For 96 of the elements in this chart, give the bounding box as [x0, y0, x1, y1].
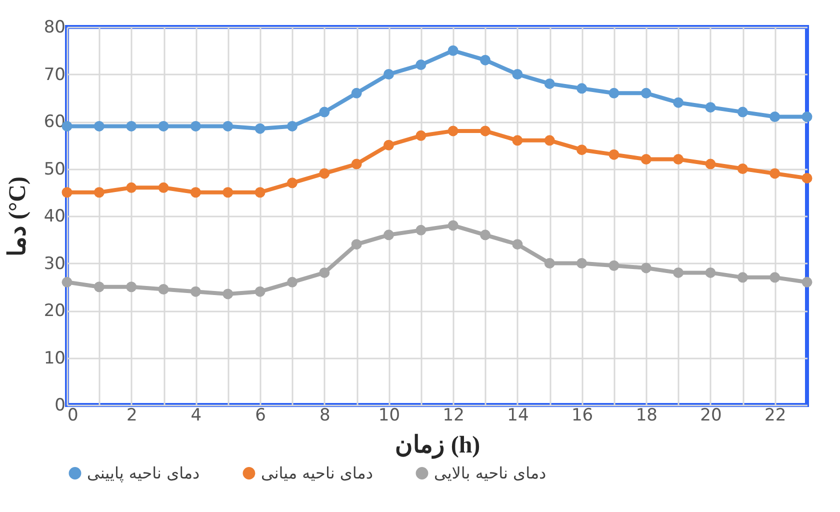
- x-tick-label: 20: [700, 406, 722, 426]
- x-axis-title: زمان (h): [394, 432, 480, 460]
- point: [158, 120, 169, 132]
- y-tick-label: 40: [44, 206, 66, 226]
- point: [770, 168, 780, 179]
- point: [254, 187, 266, 198]
- point: [512, 239, 523, 250]
- x-tick-label: 4: [190, 406, 202, 426]
- point: [190, 187, 201, 198]
- point: [94, 187, 104, 198]
- point: [544, 78, 555, 89]
- point: [705, 102, 716, 113]
- point: [190, 120, 201, 132]
- x-tick-label: 6: [255, 406, 266, 426]
- point: [640, 154, 652, 165]
- point: [673, 267, 684, 278]
- y-tick-label: 30: [44, 254, 66, 274]
- point: [576, 144, 588, 156]
- y-tick-label: 50: [44, 159, 66, 180]
- point: [448, 45, 458, 56]
- point: [351, 158, 362, 170]
- point: [319, 106, 330, 118]
- point: [286, 120, 298, 132]
- point: [126, 182, 137, 193]
- point: [705, 267, 716, 278]
- y-tick-label: 70: [44, 64, 66, 85]
- point: [640, 262, 652, 274]
- point: [94, 282, 104, 292]
- point: [351, 88, 362, 98]
- point: [286, 178, 298, 188]
- point: [448, 126, 458, 136]
- point: [480, 126, 491, 136]
- point: [512, 69, 523, 80]
- point: [673, 97, 684, 108]
- x-tick-label: 2: [126, 406, 138, 426]
- point: [673, 154, 684, 165]
- point: [802, 172, 812, 184]
- point: [383, 230, 394, 240]
- y-axis-title: دما (°C): [4, 176, 31, 256]
- x-tick-label: 14: [507, 406, 529, 426]
- point: [286, 276, 298, 288]
- point: [158, 182, 169, 193]
- point: [222, 288, 234, 300]
- point: [802, 276, 812, 288]
- point: [416, 60, 426, 70]
- x-tick-label: 22: [764, 406, 786, 426]
- point: [512, 135, 523, 146]
- point: [544, 258, 555, 268]
- point: [544, 135, 555, 146]
- point: [94, 120, 104, 132]
- x-tick-label: 16: [571, 406, 594, 426]
- point: [802, 112, 812, 122]
- point: [770, 272, 780, 283]
- point: [448, 220, 458, 231]
- y-tick-label: 80: [44, 18, 66, 38]
- point: [254, 123, 266, 134]
- point: [319, 267, 330, 278]
- point: [158, 284, 169, 294]
- y-tick-label: 10: [44, 348, 66, 368]
- point: [319, 168, 330, 179]
- x-tick-label: 8: [319, 406, 330, 426]
- point: [383, 140, 394, 150]
- point: [383, 69, 394, 80]
- point: [351, 239, 362, 250]
- legend-label: دمای ناحیه بالایی: [434, 463, 546, 482]
- point: [576, 83, 588, 94]
- point: [737, 106, 748, 118]
- point: [737, 272, 748, 283]
- point: [416, 224, 426, 236]
- point: [608, 260, 620, 271]
- point: [416, 130, 426, 141]
- point: [222, 187, 234, 198]
- point: [126, 282, 137, 292]
- x-tick-label: 0: [68, 406, 78, 426]
- point: [190, 286, 201, 297]
- x-tick-label: 12: [442, 406, 464, 426]
- y-tick-label: 20: [44, 301, 66, 321]
- x-tick-label: 18: [636, 406, 658, 426]
- point: [608, 149, 620, 160]
- point: [705, 158, 716, 170]
- point: [737, 164, 748, 174]
- y-tick-label: 60: [44, 112, 66, 132]
- point: [62, 276, 72, 288]
- point: [222, 120, 234, 132]
- point: [608, 88, 620, 98]
- point: [62, 187, 72, 198]
- x-tick-label: 10: [378, 406, 400, 426]
- legend-label: دمای ناحیه پایینی: [87, 463, 200, 482]
- point: [480, 230, 491, 240]
- legend-label: دمای ناحیه میانی: [261, 463, 373, 482]
- point: [254, 286, 266, 297]
- point: [770, 112, 780, 122]
- point: [126, 120, 137, 132]
- point: [640, 88, 652, 98]
- point: [480, 54, 491, 66]
- point: [576, 258, 588, 268]
